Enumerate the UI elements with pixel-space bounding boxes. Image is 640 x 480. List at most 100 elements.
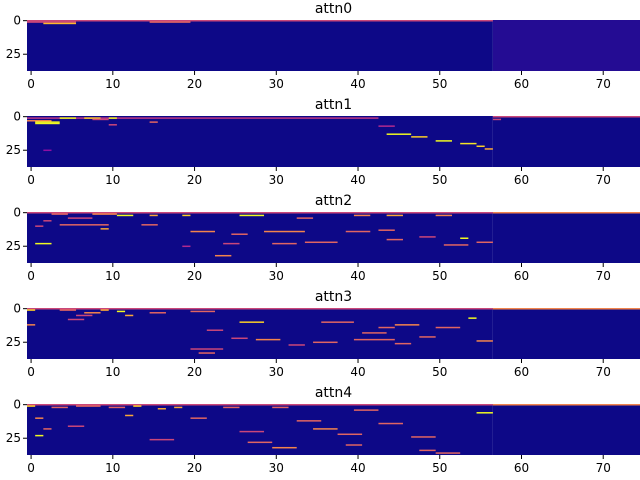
panel-attn1: attn1 0 10 20 30 40 50 60 70 0 25	[6, 97, 640, 187]
heatmap-cell	[149, 121, 158, 123]
x-tick-label: 60	[514, 77, 529, 91]
heatmap-background	[27, 404, 493, 455]
heatmap-cell	[206, 329, 224, 331]
x-tick-label: 10	[105, 77, 120, 91]
x-tick-label: 0	[27, 173, 35, 187]
heatmap-cell	[35, 121, 60, 123]
heatmap-cell	[100, 228, 109, 230]
heatmap-cell	[43, 220, 52, 222]
x-tick-label: 40	[350, 77, 365, 91]
heatmap-cell	[76, 405, 101, 407]
heatmap-cell	[247, 441, 273, 444]
heatmap-cell	[100, 309, 109, 311]
heatmap-cell	[362, 332, 387, 334]
heatmap-cell	[231, 233, 248, 235]
x-tick-label: 70	[596, 365, 611, 379]
panel-attn3: attn3 0 10 20 30 40 50 60 70 0 25	[6, 289, 640, 379]
heatmap-padding-region	[492, 308, 640, 359]
x-tick-label: 20	[187, 77, 202, 91]
x-tick-label: 30	[269, 269, 284, 283]
heatmap-cell	[27, 324, 36, 326]
x-tick-label: 40	[350, 173, 365, 187]
heatmap-cell	[51, 213, 68, 215]
heatmap-cell	[67, 318, 85, 321]
heatmap-background	[27, 212, 493, 263]
x-tick-label: 40	[350, 269, 365, 283]
heatmap-cell	[484, 148, 493, 150]
heatmap-cell	[353, 338, 395, 341]
heatmap-cell	[386, 133, 412, 135]
heatmap-cell	[435, 452, 461, 454]
heatmap-cell	[190, 310, 215, 313]
heatmap-cell	[239, 214, 265, 217]
heatmap-cell	[476, 145, 485, 148]
heatmap-cell	[35, 242, 52, 245]
heatmap-cell	[288, 344, 305, 346]
panel-title: attn4	[315, 385, 352, 401]
heatmap-cell	[460, 237, 469, 239]
heatmap-cell	[435, 326, 461, 329]
x-tick-label: 40	[350, 461, 365, 475]
heatmap-cell	[239, 430, 265, 433]
x-tick-label: 20	[187, 461, 202, 475]
heatmap-cell	[304, 241, 338, 244]
x-tick-label: 60	[514, 461, 529, 475]
heatmap-padding-region	[492, 212, 640, 263]
heatmap-cell	[27, 120, 52, 122]
heatmap-cell	[345, 230, 371, 233]
heatmap-cell	[386, 214, 403, 217]
heatmap-cell	[337, 433, 363, 436]
heatmap-cell	[92, 118, 109, 121]
heatmap-cell	[272, 446, 297, 449]
heatmap-cell	[231, 337, 248, 340]
x-tick-label: 20	[187, 365, 202, 379]
heatmap-cell	[174, 406, 183, 409]
heatmap-cell	[378, 422, 403, 425]
heatmap-cell	[149, 312, 166, 314]
y-tick-label: 0	[13, 206, 21, 220]
heatmap-cell	[378, 229, 395, 231]
heatmap-cell	[264, 230, 305, 233]
heatmap-cell	[255, 338, 281, 341]
heatmap-cell	[182, 245, 191, 248]
x-tick-label: 20	[187, 173, 202, 187]
x-tick-label: 70	[596, 77, 611, 91]
heatmap-cell	[27, 308, 493, 310]
x-tick-label: 0	[27, 77, 35, 91]
heatmap-cell	[345, 444, 363, 446]
heatmap-padding-region	[492, 116, 640, 167]
heatmap-cell	[43, 428, 52, 430]
y-tick-label: 25	[6, 143, 21, 157]
heatmap-background	[27, 308, 493, 359]
panel-title: attn0	[315, 1, 352, 17]
heatmap-cell	[272, 242, 297, 245]
heatmap-background	[27, 116, 493, 167]
heatmap-padding-region	[492, 20, 640, 71]
heatmap-cell	[190, 348, 224, 350]
heatmap-cell	[84, 117, 101, 119]
heatmap-cell	[198, 352, 215, 354]
x-tick-label: 60	[514, 173, 529, 187]
heatmap-cell	[378, 125, 395, 127]
heatmap-cell	[296, 217, 314, 219]
heatmap-cell	[492, 404, 640, 406]
heatmap-cell	[239, 321, 265, 323]
heatmap-cell	[223, 242, 240, 245]
heatmap-background	[27, 20, 493, 71]
heatmap-cell	[378, 326, 395, 329]
x-tick-label: 50	[432, 269, 447, 283]
heatmap-cell	[59, 309, 77, 311]
x-tick-label: 40	[350, 365, 365, 379]
heatmap-cell	[419, 236, 436, 238]
heatmap-cell	[43, 22, 77, 25]
heatmap-cell	[460, 142, 477, 145]
heatmap-cell	[141, 224, 158, 226]
heatmap-cell	[133, 405, 142, 407]
x-tick-label: 50	[432, 77, 447, 91]
heatmap-cell	[443, 244, 469, 246]
y-tick-label: 25	[6, 335, 21, 349]
heatmap-cell	[108, 124, 117, 126]
x-tick-label: 10	[105, 365, 120, 379]
heatmap-cell	[67, 425, 85, 427]
